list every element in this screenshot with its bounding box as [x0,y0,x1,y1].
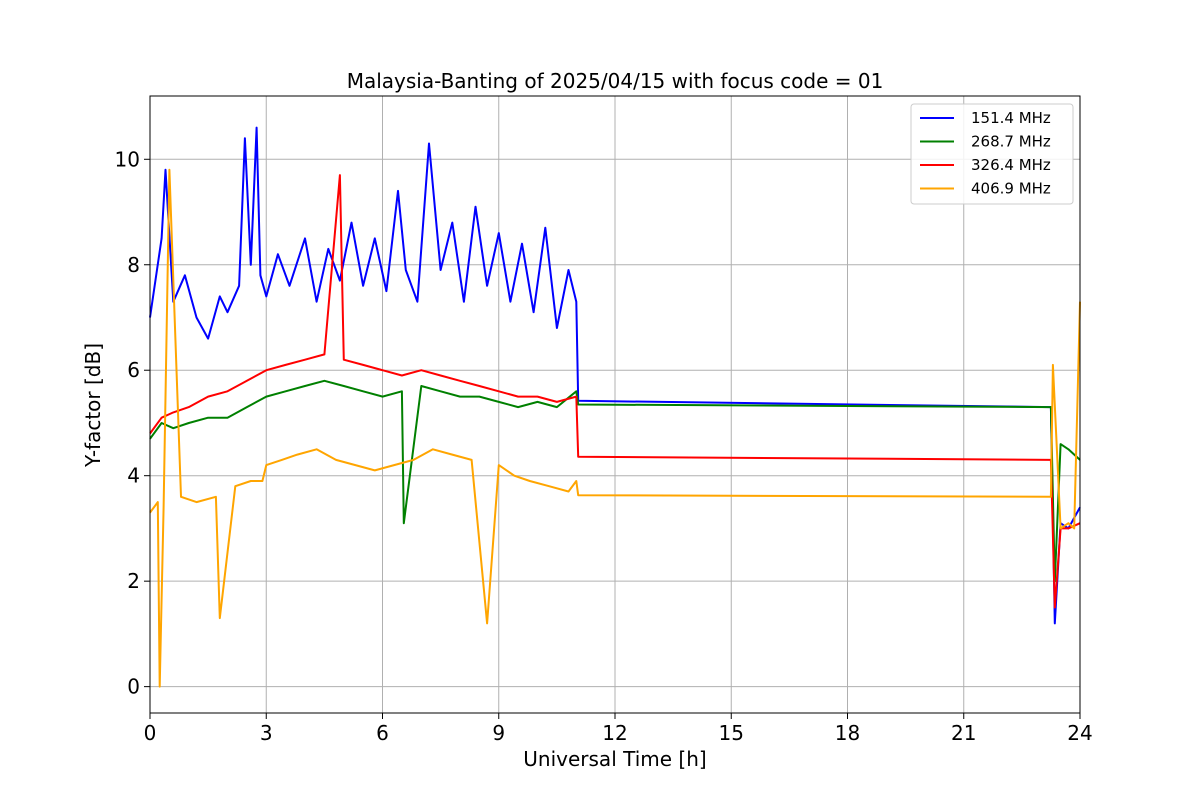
x-tick-label: 3 [260,721,273,745]
y-tick-label: 10 [115,147,140,171]
y-tick-label: 2 [127,569,140,593]
series-line-3 [149,174,1081,609]
x-tick-label: 18 [835,721,860,745]
chart-title: Malaysia-Banting of 2025/04/15 with focu… [347,69,884,93]
y-tick-label: 4 [127,464,140,488]
x-tick-label: 15 [719,721,744,745]
x-tick-label: 6 [376,721,389,745]
y-tick-label: 0 [127,675,140,699]
legend-label: 406.9 MHz [971,180,1051,198]
series-line-2 [149,379,1081,583]
legend-label: 268.7 MHz [971,133,1051,151]
series-line-1 [149,126,1081,625]
x-tick-label: 0 [144,721,157,745]
legend-label: 326.4 MHz [971,156,1051,174]
legend-box [910,103,1074,205]
x-tick-label: 12 [602,721,627,745]
y-tick-label: 6 [127,358,140,382]
legend-label: 151.4 MHz [971,109,1051,127]
x-tick-label: 24 [1067,721,1092,745]
x-axis-label: Universal Time [h] [523,747,706,771]
legend: 151.4 MHz 268.7 MHz 326.4 MHz 406.9 MHz [910,103,1074,205]
plot-series [149,126,1081,688]
x-tick-label: 21 [951,721,976,745]
y-axis-label: Y-factor [dB] [81,343,105,468]
series-line-4 [149,168,1081,688]
x-tick-label: 9 [492,721,505,745]
y-tick-label: 8 [127,253,140,277]
